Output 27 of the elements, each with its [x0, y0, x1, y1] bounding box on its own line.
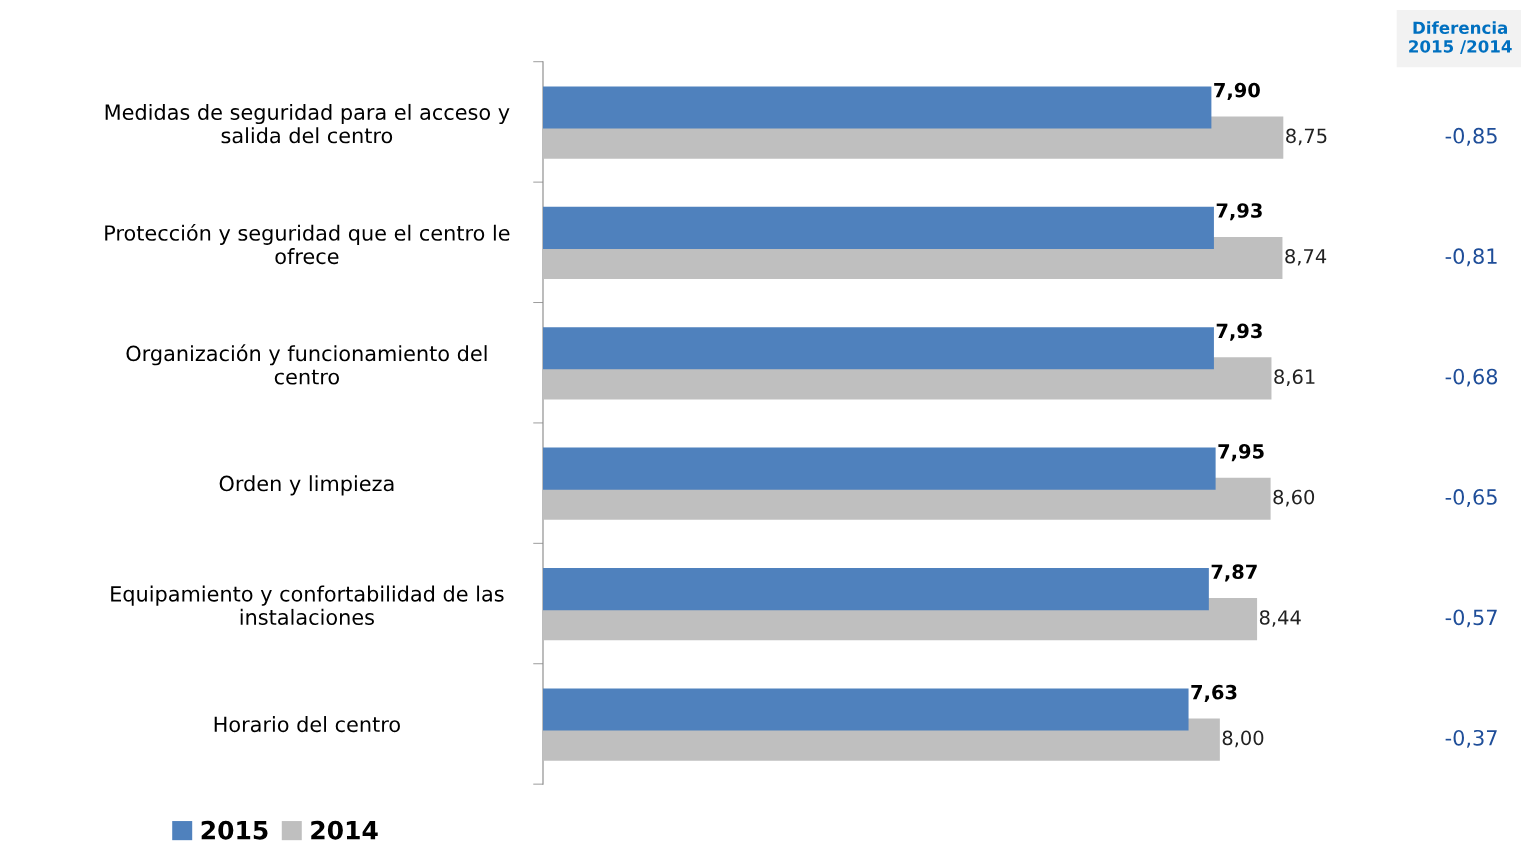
data-label: 7,93 — [1216, 323, 1262, 341]
data-label: 7,93 — [1216, 203, 1262, 221]
data-label: 8,00 — [1222, 730, 1264, 748]
text: -0,85 — [1445, 127, 1497, 146]
y-tick-label: Orden y limpieza — [219, 475, 394, 496]
data-label: 8,60 — [1273, 489, 1315, 507]
y-tick-label: Protección y seguridad que el centro le ofrece — [105, 223, 510, 265]
text: Diferencia 2015 /2014 — [1409, 21, 1512, 55]
data-label: 8,44 — [1259, 610, 1301, 627]
y-tick-label: Medidas de seguridad para el acceso y salida del centro — [105, 103, 510, 144]
y-tick-label: Organización y funcionamiento del centro — [126, 344, 487, 385]
text: -0,68 — [1445, 368, 1498, 387]
data-label: 8,61 — [1274, 369, 1315, 386]
data-label: 7,63 — [1191, 684, 1237, 702]
text: -0,37 — [1445, 729, 1497, 748]
text: -0,81 — [1445, 248, 1497, 267]
y-tick-label: Horario del centro — [214, 716, 400, 733]
y-tick-label: Equipamiento y confortabilidad de las instalaciones — [111, 585, 504, 625]
text: -0,65 — [1445, 489, 1497, 507]
data-label: 7,90 — [1214, 82, 1260, 100]
data-label: 8,74 — [1285, 248, 1327, 266]
legend-label: 2014 — [311, 820, 378, 840]
data-label: 7,95 — [1218, 443, 1264, 462]
text: -0,57 — [1445, 609, 1497, 628]
data-label: 7,87 — [1211, 564, 1257, 582]
legend-label: 2015 — [201, 820, 268, 840]
data-label: 8,75 — [1286, 128, 1327, 146]
